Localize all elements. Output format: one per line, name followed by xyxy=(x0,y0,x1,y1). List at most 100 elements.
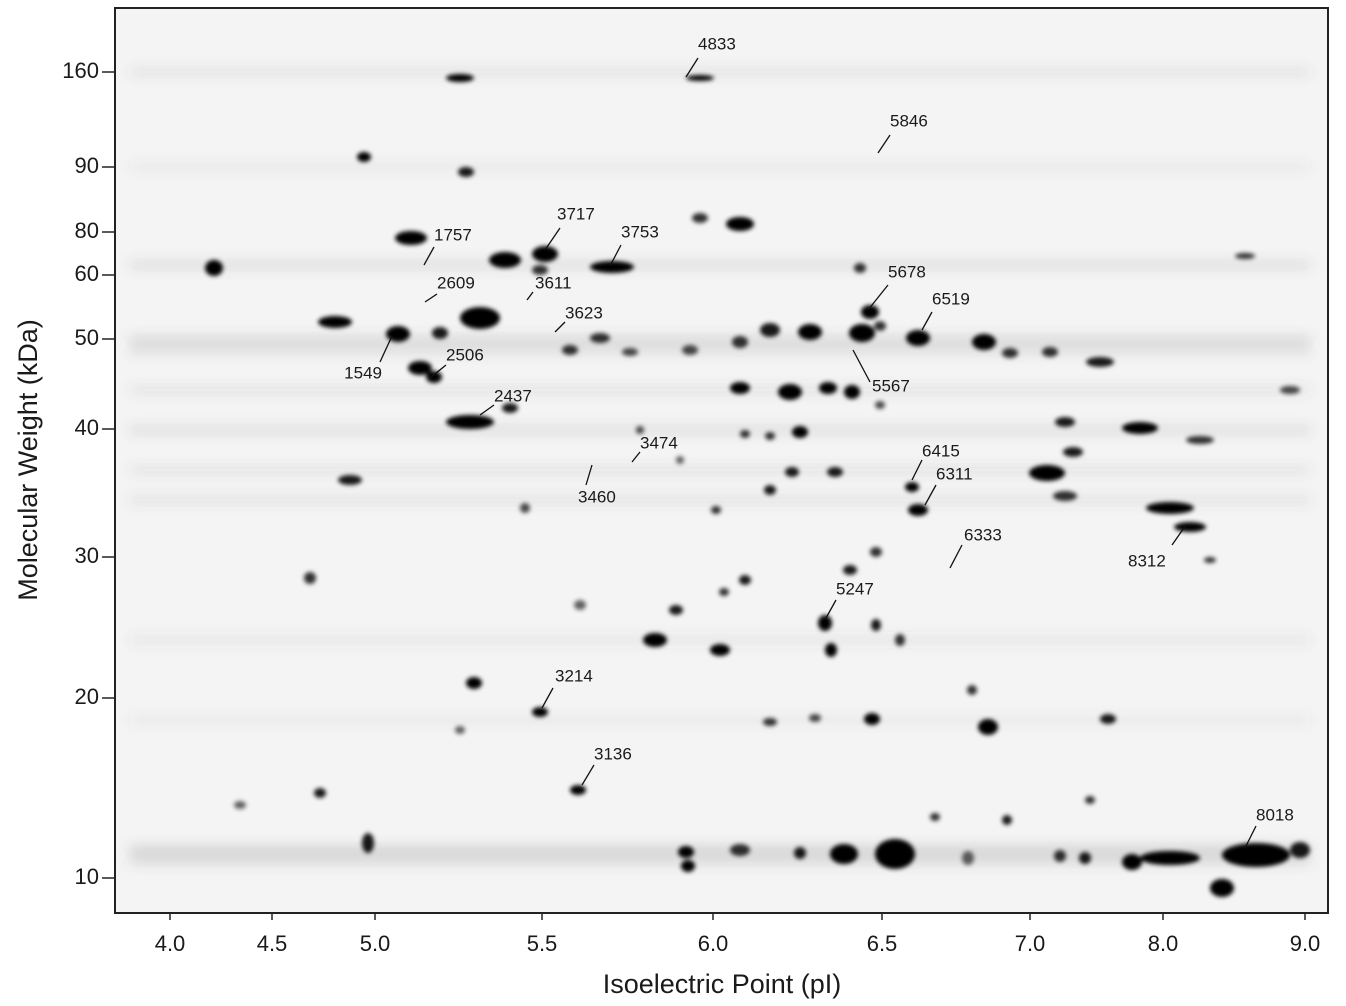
gel-spot xyxy=(395,231,427,245)
leader-line xyxy=(541,687,554,709)
spot-label: 6311 xyxy=(936,464,973,483)
gel-spot xyxy=(1290,842,1310,858)
streak xyxy=(130,262,1310,268)
gel-spot xyxy=(466,677,482,689)
y-tick-label: 30 xyxy=(75,543,99,568)
spot-label: 3214 xyxy=(555,666,593,685)
gel-spot xyxy=(763,718,777,726)
gel-spot xyxy=(794,847,806,859)
gel-spot xyxy=(765,432,775,440)
gel-spot xyxy=(792,426,808,438)
gel-spot xyxy=(590,333,610,343)
gel-spot xyxy=(1085,796,1095,804)
gel-spot xyxy=(739,575,751,585)
y-tick-label: 60 xyxy=(75,261,99,286)
gel-spot xyxy=(967,685,977,695)
gel-spot xyxy=(978,719,998,735)
y-tick-label: 20 xyxy=(75,684,99,709)
gel-spot xyxy=(686,75,714,81)
gel-spot xyxy=(740,430,750,438)
gel-spot xyxy=(710,644,730,656)
gel-spot xyxy=(520,503,530,513)
leader-line xyxy=(526,291,534,301)
gel-spot xyxy=(678,846,694,858)
spot-label: 1757 xyxy=(434,225,472,244)
gel-spot xyxy=(843,565,857,575)
leader-line xyxy=(609,244,622,267)
gel-spot xyxy=(1235,253,1255,259)
gel-spot xyxy=(930,813,940,821)
gel-spot xyxy=(1186,436,1214,444)
gel-spot xyxy=(830,844,858,864)
gel-spot xyxy=(760,323,780,337)
leader-line xyxy=(585,464,593,486)
gel-spot xyxy=(1100,714,1116,724)
gel-spot xyxy=(234,801,246,809)
gel-spot xyxy=(972,334,996,350)
gel-spot xyxy=(1055,417,1075,427)
gel-spot xyxy=(426,371,442,383)
gel-spot xyxy=(875,401,885,409)
gel-spot xyxy=(205,260,223,276)
leader-line xyxy=(852,349,871,383)
leader-line xyxy=(544,227,561,251)
gel-spot xyxy=(870,547,882,557)
streak xyxy=(130,497,1310,503)
gel-spot xyxy=(460,307,500,329)
leader-line xyxy=(877,134,891,154)
gel-spot xyxy=(1174,522,1206,532)
gel-spot xyxy=(711,506,721,514)
gel-spot xyxy=(861,305,879,319)
gel-spot xyxy=(532,246,558,262)
gel-spot xyxy=(362,833,374,853)
leader-line xyxy=(685,57,699,78)
gel-spot xyxy=(962,851,974,865)
gel-spot xyxy=(730,844,750,856)
spot-label: 3460 xyxy=(578,487,616,506)
gel-streaks xyxy=(130,69,1310,863)
streak xyxy=(130,857,1310,863)
gel-spot xyxy=(1146,502,1194,514)
gel-spot xyxy=(825,643,837,657)
leader-line xyxy=(581,764,595,786)
gel-spot xyxy=(785,467,799,477)
streak xyxy=(130,847,1310,853)
gel-spot xyxy=(532,265,548,275)
leader-line xyxy=(949,544,963,569)
gel-spot xyxy=(676,456,684,464)
gel-spot xyxy=(574,600,586,610)
gel-spot xyxy=(719,588,729,596)
streak xyxy=(130,637,1310,643)
spot-label: 1549 xyxy=(344,363,382,382)
gel-spots xyxy=(205,74,1310,897)
x-tick-label: 7.0 xyxy=(1015,931,1046,956)
gel-spot xyxy=(827,467,843,477)
gel-spot xyxy=(532,707,548,717)
gel-spot xyxy=(590,261,634,273)
spot-label: 6415 xyxy=(922,441,960,460)
gel-spot xyxy=(1063,447,1083,457)
gel-spot xyxy=(432,327,448,339)
x-tick-label: 5.5 xyxy=(527,931,558,956)
streak xyxy=(130,347,1310,353)
spot-label: 2609 xyxy=(437,273,475,292)
y-tick-label: 90 xyxy=(75,153,99,178)
gel-spot xyxy=(338,475,362,485)
leader-line xyxy=(424,293,438,303)
gel-spot xyxy=(1002,348,1018,358)
gel-spot xyxy=(905,482,919,492)
x-tick-label: 5.0 xyxy=(360,931,391,956)
gel-spot xyxy=(669,605,683,615)
gel-spot xyxy=(778,384,802,400)
gel-spot xyxy=(318,316,352,328)
gel-spot xyxy=(726,217,754,231)
gel-background xyxy=(115,8,1328,913)
y-tick-label: 50 xyxy=(75,325,99,350)
spot-label: 3753 xyxy=(621,222,659,241)
gel-spot xyxy=(819,382,837,394)
leader-line xyxy=(554,321,566,333)
y-tick-label: 10 xyxy=(75,864,99,889)
streak xyxy=(130,337,1310,343)
gel-spot xyxy=(455,726,465,734)
